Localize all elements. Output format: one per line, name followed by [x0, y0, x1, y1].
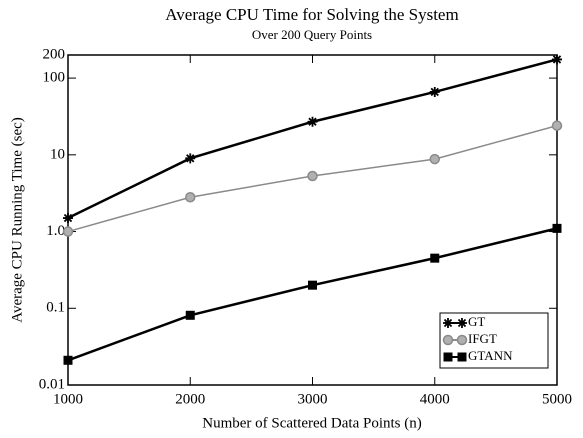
y-tick-label: 0.1 — [46, 300, 65, 316]
legend-marker — [457, 318, 467, 328]
legend-marker — [457, 352, 467, 362]
marker — [552, 54, 562, 65]
marker — [430, 253, 440, 263]
legend-marker — [456, 334, 468, 346]
legend-marker — [443, 352, 453, 362]
y-tick-label: 10 — [50, 146, 65, 162]
legend-marker — [443, 318, 453, 328]
x-tick-label: 2000 — [175, 391, 205, 407]
marker — [429, 153, 440, 165]
x-tick-label: 3000 — [298, 391, 328, 407]
x-tick-label: 5000 — [542, 391, 572, 407]
marker — [308, 280, 317, 290]
marker — [551, 120, 563, 131]
chart-subtitle: Over 200 Query Points — [252, 27, 372, 42]
marker — [63, 213, 73, 224]
marker — [307, 116, 318, 127]
legend-label: GTANN — [468, 348, 513, 363]
marker — [63, 355, 73, 365]
marker — [429, 86, 440, 97]
marker — [552, 223, 562, 233]
marker — [62, 226, 74, 237]
legend-marker — [442, 334, 454, 346]
series-line — [67, 58, 558, 220]
legend-label: GT — [468, 314, 485, 329]
y-tick-label: 0.01 — [39, 376, 65, 392]
marker — [185, 153, 196, 164]
x-tick-label: 1000 — [53, 391, 83, 407]
y-tick-label: 100 — [43, 70, 66, 86]
x-axis-label: Number of Scattered Data Points (n) — [202, 415, 422, 431]
marker — [185, 191, 196, 203]
legend-label: IFGT — [468, 331, 497, 346]
y-axis-label: Average CPU Running Time (sec) — [9, 117, 25, 323]
marker — [185, 310, 195, 320]
y-tick-label: 1.0 — [46, 223, 65, 239]
chart-title: Average CPU Time for Solving the System — [165, 5, 458, 24]
y-tick-label: 200 — [43, 46, 66, 62]
x-tick-label: 4000 — [420, 391, 450, 407]
marker — [307, 170, 318, 182]
